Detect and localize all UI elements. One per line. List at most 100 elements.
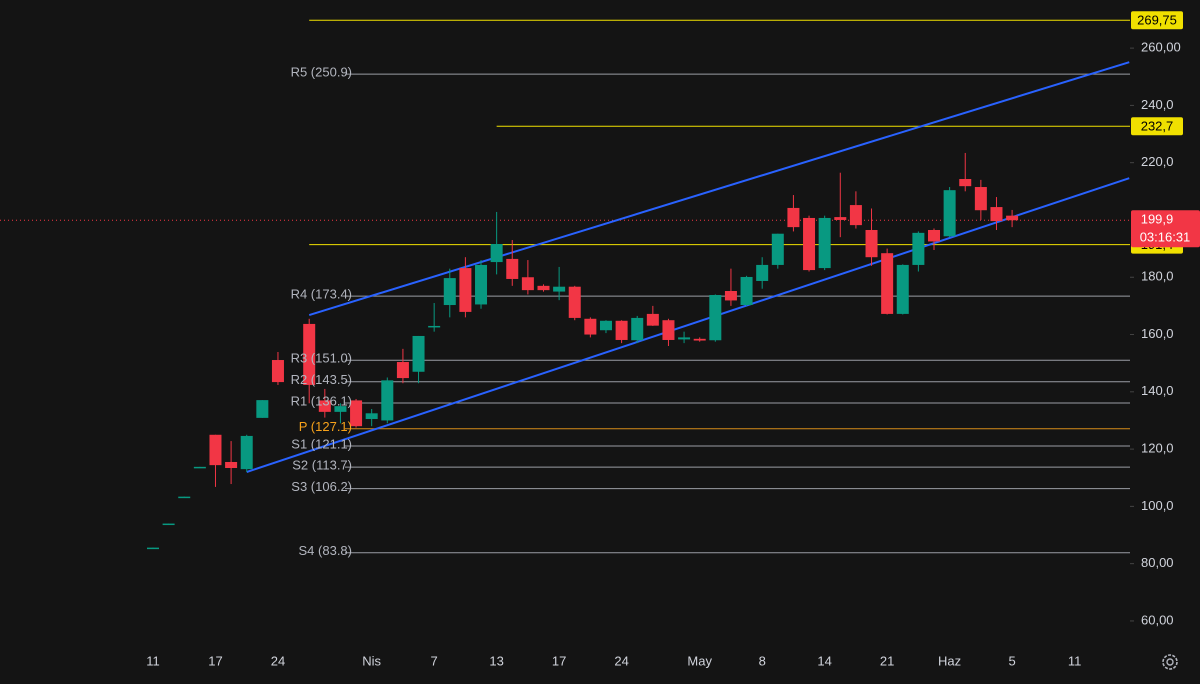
candle-body (693, 338, 706, 341)
candle-body (350, 400, 363, 427)
y-tick-label: 260,00 (1141, 40, 1181, 55)
x-tick-label: 8 (759, 653, 766, 668)
candle-body (896, 264, 909, 314)
candle-body (756, 264, 769, 281)
candle-body (412, 335, 425, 372)
x-tick-label: 24 (614, 653, 628, 668)
candle-body (459, 268, 472, 312)
candle-body (724, 290, 737, 301)
candle-body (553, 286, 566, 292)
x-tick-label: 11 (146, 653, 160, 668)
x-tick-label: 13 (489, 653, 503, 668)
candle-body (849, 205, 862, 226)
candle-body (178, 496, 191, 499)
last-price-box (1131, 210, 1200, 248)
pivot-label: S1 (121.1) (291, 436, 352, 451)
x-tick-label: 24 (271, 653, 285, 668)
candle-body (209, 434, 222, 466)
candle-body (225, 461, 238, 468)
x-tick-label: 17 (552, 653, 566, 668)
candle-body (490, 244, 503, 263)
pivot-label: R3 (151.0) (291, 351, 352, 366)
y-tick-label: 180,0 (1141, 269, 1174, 284)
candle-body (537, 285, 550, 291)
channel-line (308, 61, 1130, 317)
candle-body (771, 233, 784, 265)
x-tick-label: 21 (880, 653, 894, 668)
pivot-label: S2 (113.7) (292, 458, 352, 473)
candle-body (834, 217, 847, 220)
candle-body (662, 320, 675, 340)
candle-body (803, 217, 816, 271)
candle-body (475, 264, 488, 305)
y-tick-label: 220,0 (1141, 154, 1174, 169)
x-tick-label: 14 (817, 653, 831, 668)
countdown-label: 03:16:31 (1140, 230, 1191, 245)
pivot-label: R5 (250.9) (291, 65, 352, 80)
y-tick-label: 100,0 (1141, 498, 1174, 513)
candle-body (881, 253, 894, 314)
candle-body (568, 286, 581, 318)
pivot-label: R1 (136.1) (291, 393, 352, 408)
level-price-box (1131, 117, 1183, 136)
candle-body (740, 276, 753, 306)
candle-body (381, 380, 394, 421)
last-price-label: 199,9 (1141, 212, 1174, 227)
x-tick-label: 7 (431, 653, 438, 668)
y-tick-label: 120,0 (1141, 441, 1174, 456)
candle-body (584, 318, 597, 335)
candle-body (318, 400, 331, 412)
candle-body (506, 258, 519, 279)
candle-body (678, 337, 691, 340)
channel-line (246, 177, 1130, 473)
y-tick-label: 80,00 (1141, 555, 1174, 570)
candle-body (865, 229, 878, 258)
candle-body (271, 360, 284, 383)
level-price-box (1131, 11, 1183, 30)
candle-body (147, 547, 159, 550)
candle-body (396, 362, 409, 379)
candle-body (256, 400, 269, 418)
candle-body (443, 278, 456, 306)
x-tick-label: May (687, 653, 712, 668)
candle-body (193, 466, 206, 469)
x-tick-label: Haz (938, 653, 961, 668)
pivot-label: S3 (106.2) (291, 479, 352, 494)
pivot-label: R2 (143.5) (291, 372, 352, 387)
candle-body (943, 190, 956, 237)
x-tick-label: 11 (1068, 653, 1082, 668)
candle-body (521, 277, 534, 291)
x-tick-label: 5 (1008, 653, 1015, 668)
candle-body (631, 317, 644, 341)
y-tick-label: 240,0 (1141, 97, 1174, 112)
settings-icon[interactable] (1162, 654, 1178, 670)
candle-body (787, 207, 800, 228)
pivot-label: R4 (173.4) (291, 287, 352, 302)
candle-body (928, 229, 940, 242)
candle-body (334, 406, 347, 412)
candle-body (974, 187, 987, 211)
candle-body (818, 217, 831, 269)
y-tick-label: 140,0 (1141, 383, 1174, 398)
level-price-label: 232,7 (1141, 119, 1174, 134)
pivot-label: S4 (83.8) (299, 543, 352, 558)
candle-body (990, 207, 1003, 222)
level-price-label: 269,75 (1137, 13, 1177, 28)
candle-body (365, 413, 378, 420)
candle-body (428, 325, 441, 328)
candle-body (709, 295, 722, 341)
candle-body (162, 523, 175, 526)
candle-body (1006, 215, 1019, 221)
candle-body (959, 179, 972, 187)
candle-body (646, 313, 659, 326)
y-tick-label: 60,00 (1141, 612, 1174, 627)
candle-body (912, 232, 925, 265)
candle-body (615, 320, 628, 340)
x-tick-label: Nis (362, 653, 381, 668)
candle-body (240, 435, 253, 470)
pivot-label: P (127.1) (299, 419, 352, 434)
x-tick-label: 17 (208, 653, 222, 668)
y-tick-label: 160,0 (1141, 326, 1174, 341)
